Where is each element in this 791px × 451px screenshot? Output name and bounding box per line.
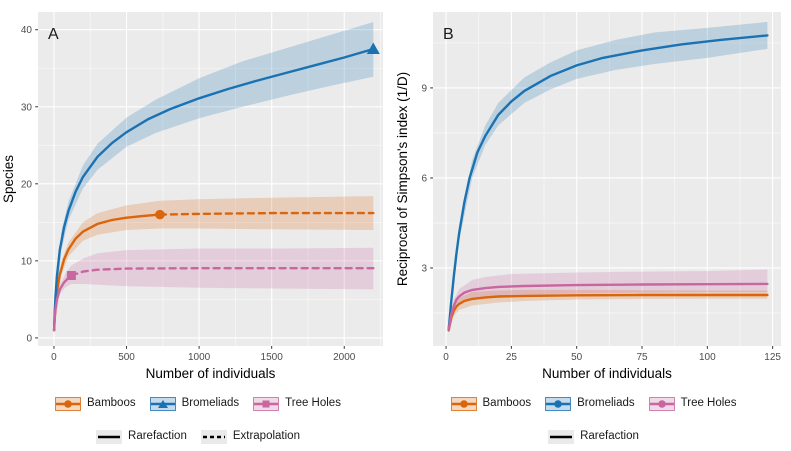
y-tick-label: 3 <box>421 263 427 274</box>
square-marker-tree-holes <box>66 271 76 281</box>
y-tick-label: 20 <box>21 179 33 190</box>
legend-label-bamboos-b: Bamboos <box>482 397 532 410</box>
x-tick-label: 500 <box>118 352 135 363</box>
bamboos-key-icon <box>450 397 477 411</box>
extrapolation-line-icon <box>200 430 227 444</box>
x-tick-label: 1000 <box>188 352 211 363</box>
legend-item-bamboos-b: Bamboos <box>450 397 532 411</box>
y-axis-title: Species <box>1 155 16 203</box>
x-tick-label: 0 <box>51 352 57 363</box>
ribbon-bromeliads <box>54 22 374 331</box>
panel-b: 0 25 50 75 100 125 3 6 9 Number of individuals Rec… <box>396 12 781 381</box>
panel-a-linetype-legend: Rarefaction Extrapolation <box>0 427 396 447</box>
legend-item-bamboos: Bamboos <box>55 397 136 411</box>
dashed-line-tree-holes <box>70 267 375 277</box>
plot-area-b <box>433 12 781 346</box>
legend-item-treeholes: Tree Holes <box>253 397 341 411</box>
panel-a-series-legend: Bamboos Bromeliads Tree Holes <box>0 394 396 414</box>
y-tick-label: 0 <box>26 333 32 344</box>
solid-line-bromeliads <box>447 34 769 331</box>
x-tick-label: 1500 <box>261 352 284 363</box>
rarefaction-line-icon <box>96 430 123 444</box>
legend-label-bromeliads-b: Bromeliads <box>577 397 635 410</box>
key-circle-marker <box>657 400 666 408</box>
key-circle-marker <box>554 400 562 408</box>
treeholes-key-icon <box>253 397 280 411</box>
legend-label-bromeliads: Bromeliads <box>181 397 240 410</box>
solid-line-tree-holes <box>447 282 769 331</box>
triangle-marker-bromeliads <box>366 42 380 54</box>
panel-b-linetype-legend: Rarefaction <box>396 427 791 447</box>
x-tick-label: 0 <box>443 352 449 363</box>
panel-a: 0 500 1000 1500 2000 0 10 20 30 40 Number of indiv… <box>1 12 383 381</box>
key-circle-marker <box>459 400 468 408</box>
panel-tag-a: A <box>48 26 59 43</box>
key-square-marker <box>262 400 270 408</box>
bamboos-key-icon <box>55 397 82 411</box>
treeholes-key-icon <box>648 397 675 411</box>
legend-item-treeholes-b: Tree Holes <box>648 397 737 411</box>
x-axis-title: Number of individuals <box>542 366 672 381</box>
legend-item-rarefaction: Rarefaction <box>96 430 187 444</box>
legend-item-bromeliads: Bromeliads <box>149 397 240 411</box>
legend-item-extrapolation: Extrapolation <box>200 430 300 444</box>
legend-item-bromeliads-b: Bromeliads <box>545 397 635 411</box>
legend-label-treeholes-b: Tree Holes <box>680 397 737 410</box>
rarefaction-line-icon <box>548 430 575 444</box>
x-tick-label: 25 <box>506 352 518 363</box>
y-tick-label: 9 <box>421 83 427 94</box>
x-tick-label: 75 <box>636 352 648 363</box>
solid-line-bromeliads <box>52 47 375 332</box>
x-tick-label: 2000 <box>333 352 356 363</box>
solid-line-bamboos <box>447 293 769 332</box>
y-axis-title: Reciprocal of Simpson's index (1/D) <box>396 72 410 286</box>
key-circle-marker <box>64 400 72 408</box>
bromeliads-key-icon <box>545 397 572 411</box>
panel-tag-b: B <box>443 26 454 43</box>
ribbon-bromeliads <box>448 21 768 332</box>
y-tick-label: 40 <box>21 25 33 36</box>
ribbon-bamboos <box>54 196 374 331</box>
panel-b-series-legend: Bamboos Bromeliads Tree Holes <box>396 394 791 414</box>
ribbon-bamboos <box>448 289 768 333</box>
plot-area-a <box>38 12 383 346</box>
x-axis-title: Number of individuals <box>146 366 276 381</box>
bromeliads-key-icon <box>149 397 176 411</box>
legend-label-rarefaction: Rarefaction <box>128 430 187 443</box>
x-tick-label: 125 <box>764 352 781 363</box>
x-tick-label: 100 <box>699 352 716 363</box>
y-tick-label: 6 <box>421 173 427 184</box>
legend-label-bamboos: Bamboos <box>87 397 136 410</box>
y-tick-label: 30 <box>21 102 33 113</box>
legend-label-treeholes: Tree Holes <box>285 397 341 410</box>
circle-marker-bamboos <box>155 209 165 220</box>
legend-item-rarefaction-b: Rarefaction <box>548 430 639 444</box>
x-tick-label: 50 <box>571 352 583 363</box>
y-tick-label: 10 <box>21 256 33 267</box>
key-triangle-marker <box>157 400 168 408</box>
legend-label-extrapolation: Extrapolation <box>232 430 300 443</box>
legend-label-rarefaction-b: Rarefaction <box>580 430 639 443</box>
